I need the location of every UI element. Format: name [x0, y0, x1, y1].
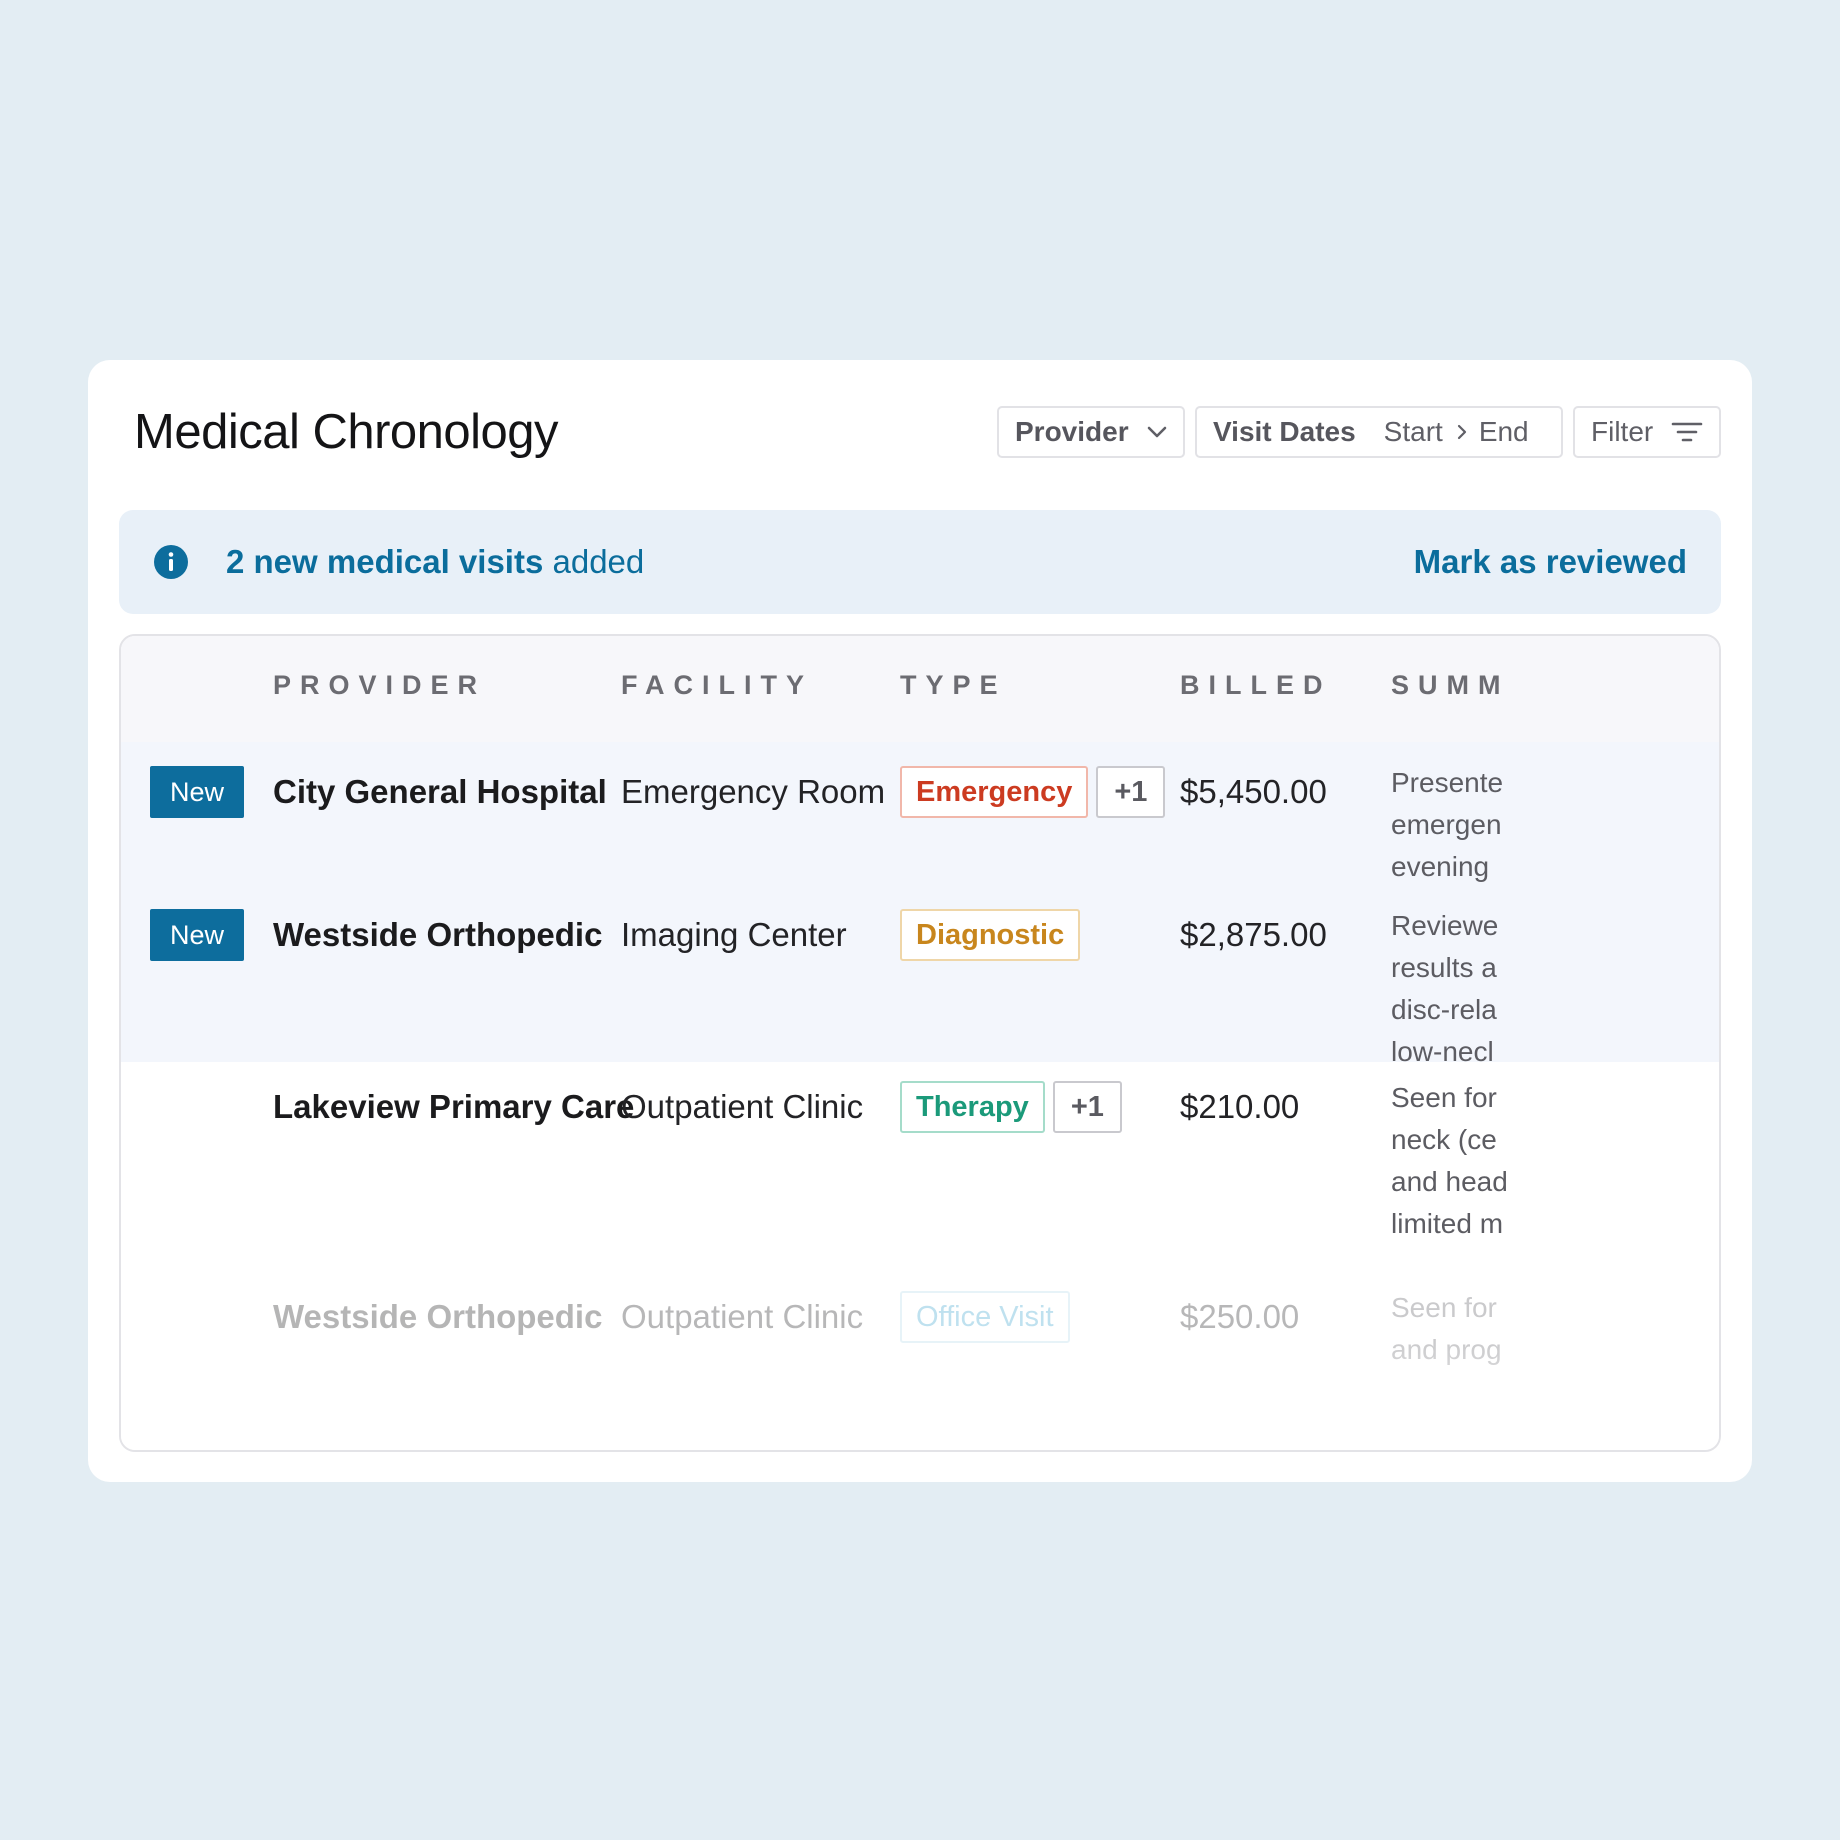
chevron-right-icon: [1457, 424, 1467, 440]
summary-line: low-necl: [1391, 1036, 1494, 1067]
filter-button-label: Filter: [1591, 416, 1654, 447]
column-header-billed[interactable]: BILLED: [1180, 670, 1332, 700]
new-visits-banner: 2 new medical visits added Mark as revie…: [119, 510, 1721, 614]
mark-as-reviewed-link[interactable]: Mark as reviewed: [1413, 543, 1687, 580]
summary-line: Reviewe: [1391, 910, 1499, 941]
visit-summary: Presente emergen evening: [1391, 762, 1521, 888]
provider-name: Lakeview Primary Care: [273, 1088, 635, 1125]
visit-dates-range[interactable]: Visit Dates Start End: [1195, 406, 1563, 458]
type-tag-emergency: Emergency: [900, 766, 1089, 818]
summary-line: limited m: [1391, 1208, 1504, 1239]
facility-name: Outpatient Clinic: [621, 1088, 864, 1125]
type-tags: Therapy +1: [900, 1081, 1122, 1133]
type-tag-therapy: Therapy: [900, 1081, 1045, 1133]
new-badge: New: [150, 909, 244, 961]
facility-name: Imaging Center: [621, 916, 847, 953]
banner-count: 2 new medical visits: [226, 543, 544, 580]
billed-amount: $210.00: [1180, 1088, 1300, 1125]
visit-summary: Seen for and prog: [1391, 1287, 1521, 1371]
table-row[interactable]: Westside Orthopedic Outpatient Clinic Of…: [121, 1272, 1719, 1450]
info-icon: [153, 544, 189, 580]
banner-message: 2 new medical visits added: [226, 543, 644, 581]
more-types-tag[interactable]: +1: [1052, 1081, 1122, 1133]
column-header-type[interactable]: TYPE: [900, 670, 1007, 700]
table-row[interactable]: New City General Hospital Emergency Room…: [121, 742, 1719, 885]
filter-button[interactable]: Filter: [1573, 406, 1721, 458]
summary-line: Presente: [1391, 767, 1504, 798]
summary-line: Seen for: [1391, 1292, 1497, 1323]
type-tags: Diagnostic: [900, 909, 1081, 961]
column-header-provider[interactable]: PROVIDER: [273, 670, 487, 700]
column-header-facility[interactable]: FACILITY: [621, 670, 813, 700]
provider-name: Westside Orthopedic: [273, 916, 603, 953]
table-header: PROVIDER FACILITY TYPE BILLED SUMM: [121, 636, 1719, 742]
summary-line: evening: [1391, 851, 1490, 882]
medical-chronology-card: Medical Chronology Provider Visit Dates …: [88, 360, 1752, 1482]
filter-lines-icon: [1671, 421, 1703, 443]
billed-amount: $5,450.00: [1180, 773, 1327, 810]
summary-line: Seen for: [1391, 1082, 1497, 1113]
visit-summary: Seen for neck (ce and head limited m: [1391, 1077, 1521, 1245]
chevron-down-icon: [1147, 426, 1167, 438]
banner-suffix: added: [543, 543, 645, 580]
type-tags: Emergency +1: [900, 766, 1166, 818]
type-tag-diagnostic: Diagnostic: [900, 909, 1081, 961]
summary-line: and prog: [1391, 1334, 1502, 1365]
table-row[interactable]: New Westside Orthopedic Imaging Center D…: [121, 885, 1719, 1067]
billed-amount: $250.00: [1180, 1298, 1300, 1335]
column-header-summary[interactable]: SUMM: [1391, 670, 1510, 700]
end-date-input[interactable]: End: [1478, 416, 1529, 447]
provider-name: City General Hospital: [273, 773, 607, 810]
summary-line: and head: [1391, 1166, 1508, 1197]
summary-line: neck (ce: [1391, 1124, 1497, 1155]
summary-line: emergen: [1391, 809, 1502, 840]
type-tag-office-visit: Office Visit: [900, 1291, 1070, 1343]
facility-name: Emergency Room: [621, 773, 886, 810]
visits-table: PROVIDER FACILITY TYPE BILLED SUMM New C…: [119, 634, 1721, 1452]
new-badge: New: [150, 766, 244, 818]
start-date-input[interactable]: Start: [1383, 416, 1443, 447]
page-title: Medical Chronology: [134, 405, 559, 459]
table-row[interactable]: Lakeview Primary Care Outpatient Clinic …: [121, 1062, 1719, 1272]
toolbar: Provider Visit Dates Start End Filter: [997, 406, 1721, 458]
summary-line: results a: [1391, 952, 1497, 983]
summary-line: disc-rela: [1391, 994, 1497, 1025]
facility-name: Outpatient Clinic: [621, 1298, 864, 1335]
visit-summary: Reviewe results a disc-rela low-necl: [1391, 905, 1521, 1073]
provider-dropdown[interactable]: Provider: [997, 406, 1185, 458]
type-tags: Office Visit: [900, 1291, 1070, 1343]
provider-name: Westside Orthopedic: [273, 1298, 603, 1335]
provider-dropdown-label: Provider: [1015, 416, 1129, 447]
visit-dates-label: Visit Dates: [1213, 416, 1356, 447]
billed-amount: $2,875.00: [1180, 916, 1327, 953]
more-types-tag[interactable]: +1: [1096, 766, 1166, 818]
